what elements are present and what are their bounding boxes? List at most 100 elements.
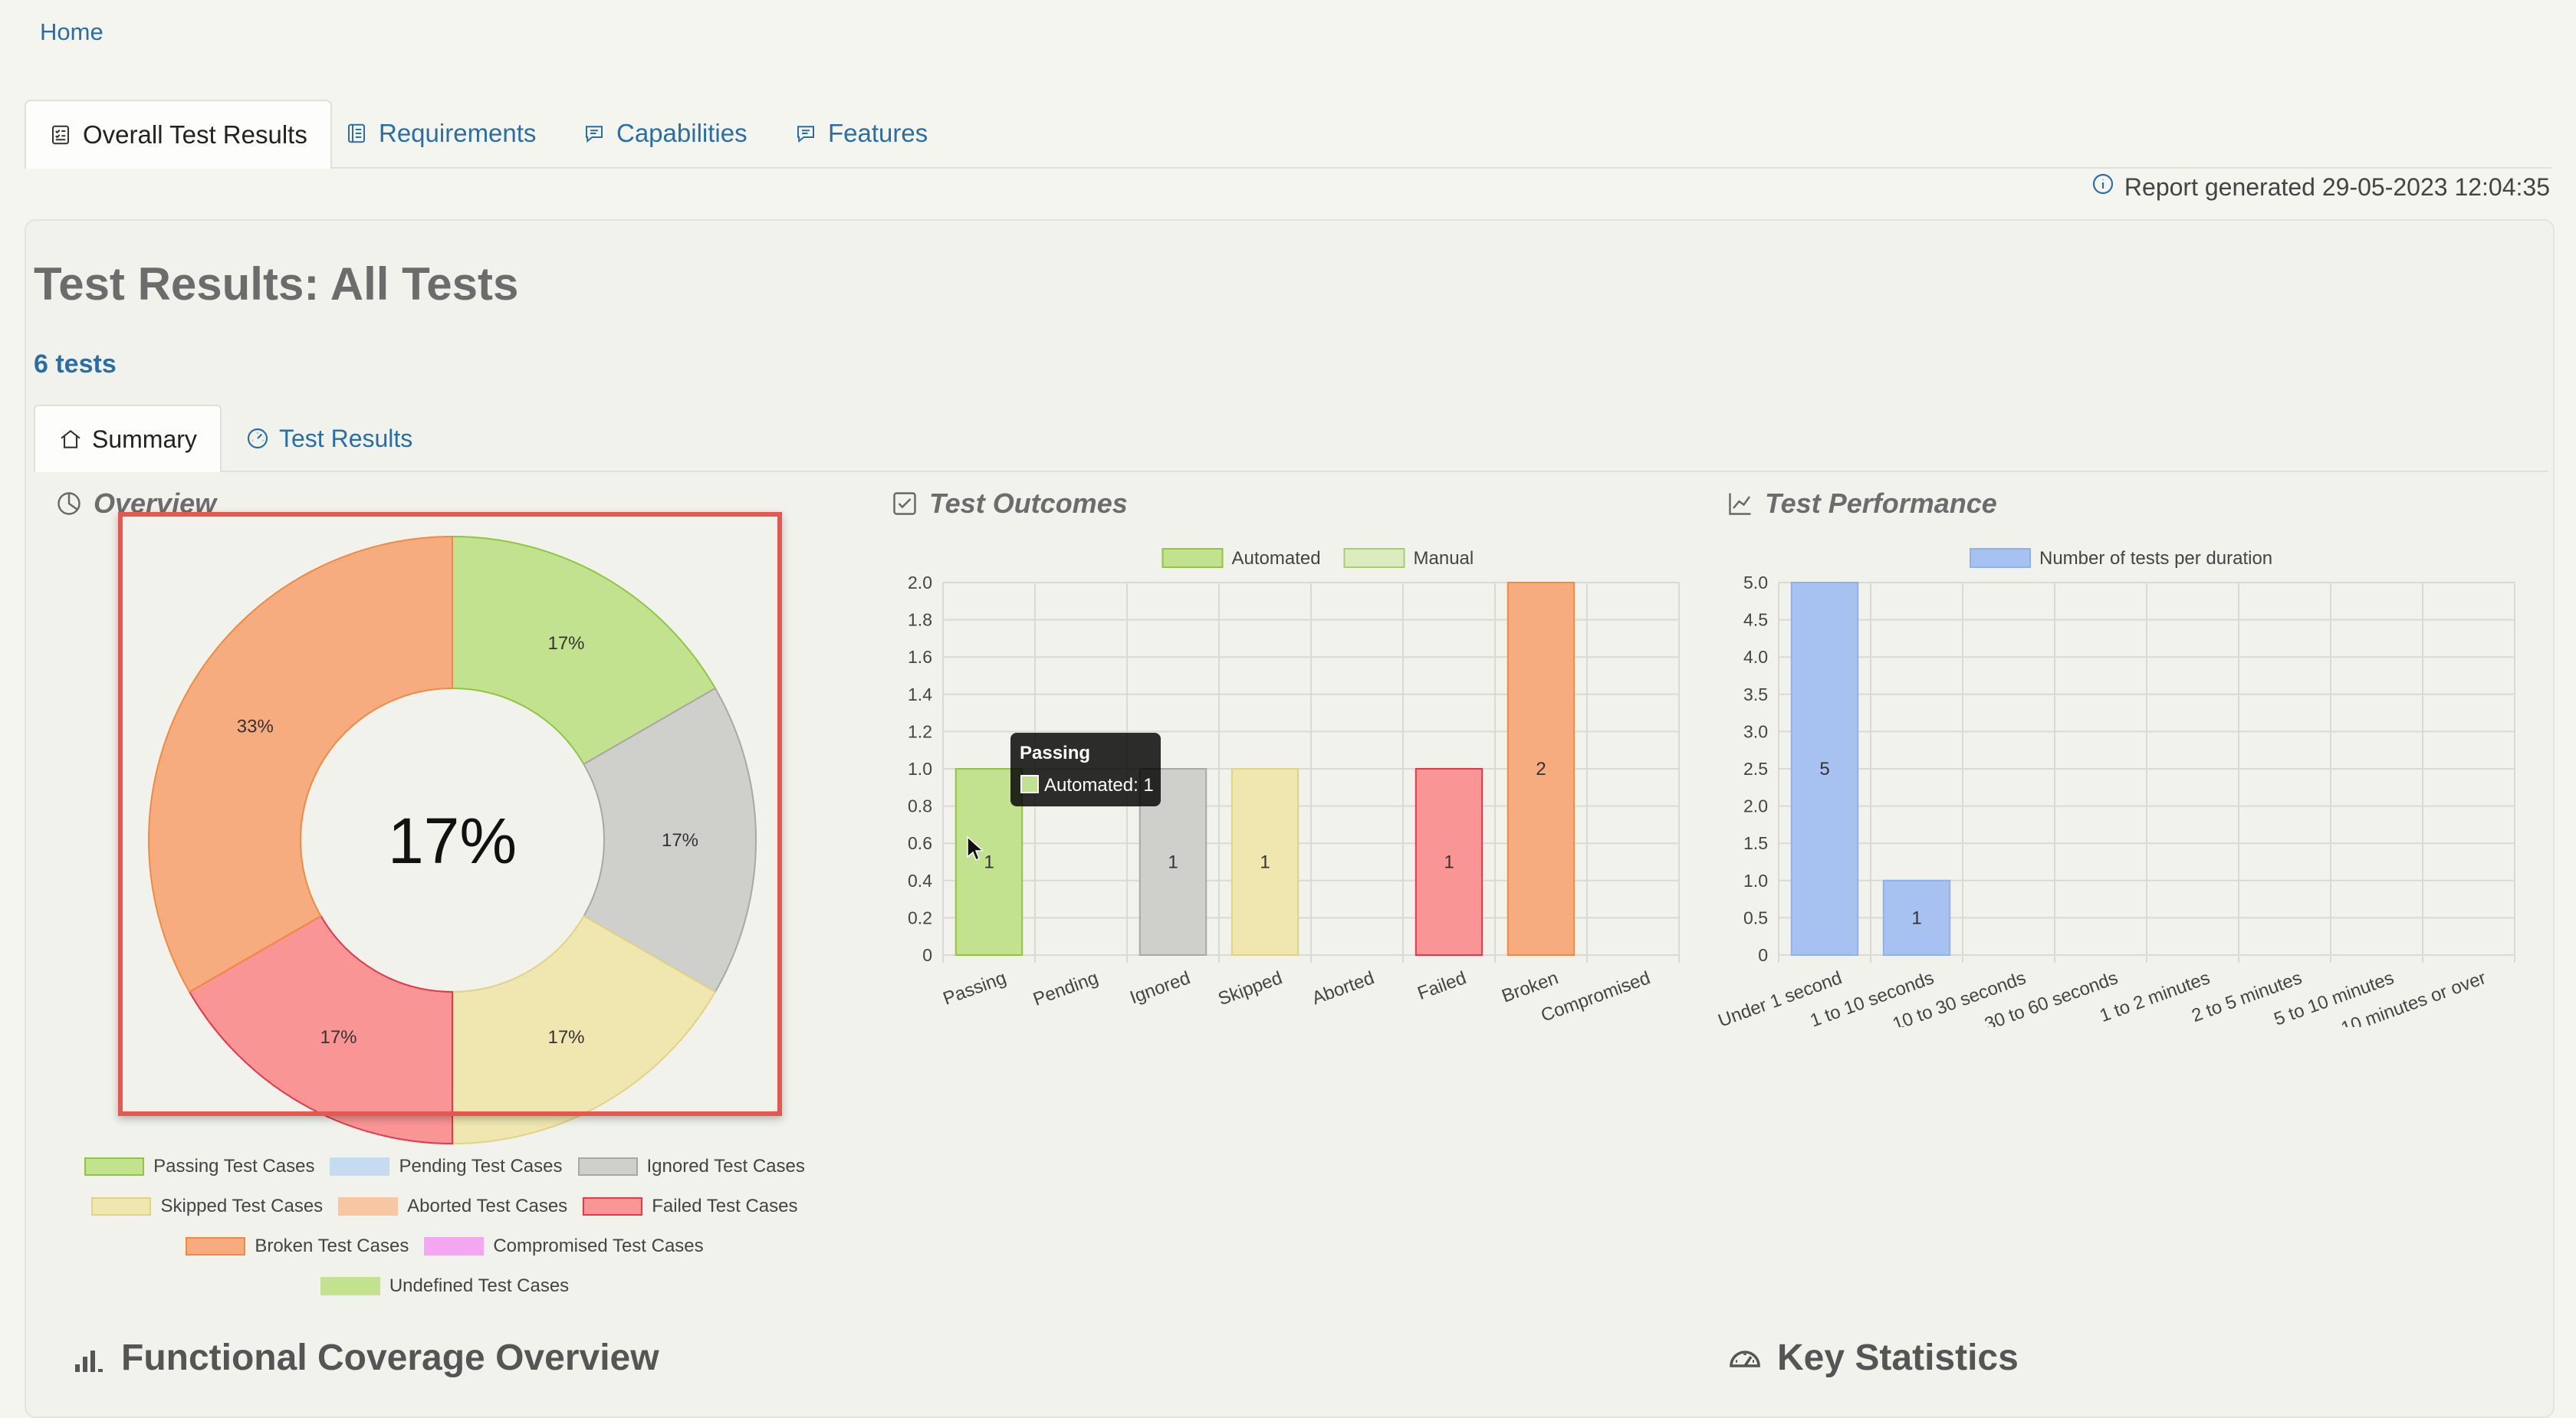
test-count-link[interactable]: 6 tests [34, 350, 117, 379]
legend-label: Failed Test Cases [652, 1196, 798, 1216]
key-statistics-heading: Key Statistics [1727, 1337, 2019, 1379]
functional-coverage-heading: Functional Coverage Overview [71, 1337, 659, 1379]
y-tick-label: 2.0 [908, 573, 932, 592]
bar [1882, 879, 1951, 956]
legend-row: Passing Test Cases Pending Test Cases Igno… [61, 1150, 828, 1190]
test-performance-chart: Number of tests per duration 0 0.5 1.0 1.5 2.… [1717, 548, 2515, 1027]
info-icon [2091, 172, 2115, 202]
test-outcomes-title: Test Outcomes [929, 487, 1128, 519]
x-tick-label: Passing [941, 967, 1009, 1009]
legend-label: Ignored Test Cases [646, 1156, 805, 1177]
test-outcomes-heading: Test Outcomes [891, 487, 1128, 520]
bar-data-label: 5 [1819, 759, 1829, 780]
legend-label: Passing Test Cases [153, 1156, 315, 1177]
speech-bubble-icon [583, 122, 606, 145]
y-tick-label: 2.5 [1743, 759, 1768, 779]
y-tick-label: 2.0 [1743, 796, 1768, 816]
legend-item[interactable]: Aborted Test Cases [338, 1190, 567, 1223]
y-tick-label: 0.2 [908, 908, 932, 927]
legend-swatch [91, 1197, 152, 1216]
breadcrumb-home-link[interactable]: Home [40, 18, 104, 45]
donut-slice [188, 914, 453, 1145]
legend-item[interactable]: Broken Test Cases [186, 1229, 409, 1263]
selection-highlight-box [118, 512, 782, 1116]
bar-data-label: 1 [984, 852, 994, 873]
legend-item[interactable]: Ignored Test Cases [577, 1150, 805, 1183]
donut-slice-label: 17% [547, 1027, 584, 1048]
tab-capabilities[interactable]: Capabilities [560, 100, 770, 167]
legend-swatch [1162, 548, 1224, 568]
donut-slice-label: 17% [662, 830, 698, 851]
checkbox-icon [891, 490, 918, 517]
tab-requirements[interactable]: Requirements [322, 100, 559, 167]
pie-chart-icon [55, 490, 83, 517]
y-tick-label: 1.0 [1743, 871, 1768, 891]
tab-features[interactable]: Features [771, 100, 951, 167]
x-tick-label: Skipped [1215, 967, 1285, 1009]
bar-data-label: 2 [1536, 759, 1546, 780]
tab-label: Overall Test Results [83, 120, 307, 149]
tab-overall-test-results[interactable]: Overall Test Results [25, 100, 332, 169]
book-icon [345, 122, 368, 145]
legend-swatch [1343, 548, 1405, 568]
line-chart-icon [1727, 490, 1754, 517]
bar-chart-icon [71, 1340, 107, 1377]
legend-swatch [84, 1157, 145, 1176]
overview-legend: Passing Test Cases Pending Test Cases Igno… [61, 1150, 828, 1309]
legend-swatch [186, 1237, 246, 1256]
tab-label: Requirements [379, 119, 537, 147]
legend-row: Broken Test Cases Compromised Test Cases [61, 1229, 828, 1269]
test-performance-heading: Test Performance [1727, 487, 1997, 520]
legend-swatch [330, 1157, 390, 1176]
y-tick-label: 0 [1758, 945, 1768, 965]
x-tick-label: Pending [1030, 967, 1101, 1009]
bar [1230, 768, 1300, 956]
test-outcomes-chart: Automated Manual 0 0.2 0.4 0.6 0.8 1.0 1.2 1.4 1.6… [908, 548, 1680, 1026]
legend-item[interactable]: Passing Test Cases [84, 1150, 314, 1183]
y-tick-label: 1.8 [908, 610, 932, 630]
tab-label: Capabilities [616, 119, 748, 147]
legend-item[interactable]: Compromised Test Cases [424, 1229, 704, 1263]
y-tick-label: 0.4 [908, 871, 932, 891]
tooltip-swatch [1020, 775, 1039, 793]
mouse-cursor-icon [967, 835, 983, 862]
overview-donut-chart: 17% 17% 17% 17% 33% 17% [148, 535, 757, 1145]
y-tick-label: 0.5 [1743, 908, 1768, 927]
tab-label: Summary [92, 425, 197, 453]
speedometer-icon [1727, 1340, 1763, 1377]
legend-item[interactable]: Skipped Test Cases [91, 1190, 323, 1223]
y-tick-label: 1.2 [908, 721, 932, 741]
legend-label: Manual [1414, 548, 1474, 569]
y-tick-label: 1.4 [908, 684, 932, 704]
y-tick-label: 0 [922, 945, 932, 965]
donut-slice [452, 535, 717, 766]
tab-test-results[interactable]: Test Results [222, 405, 435, 472]
legend-label: Pending Test Cases [399, 1156, 563, 1177]
bar-data-label: 1 [1168, 852, 1178, 873]
tab-label: Features [828, 119, 928, 147]
donut-slice [452, 914, 717, 1145]
x-tick-label: Failed [1414, 967, 1469, 1004]
donut-slice-label: 17% [320, 1027, 356, 1048]
x-tick-label: Ignored [1127, 967, 1193, 1008]
legend-swatch [577, 1157, 638, 1176]
y-tick-label: 0.6 [908, 833, 932, 853]
legend-swatch [338, 1197, 399, 1216]
legend-item[interactable]: Failed Test Cases [583, 1190, 798, 1223]
bar [1506, 582, 1576, 956]
legend-item[interactable]: Undefined Test Cases [320, 1269, 569, 1303]
donut-slice [583, 687, 757, 993]
test-performance-title: Test Performance [1765, 487, 1997, 519]
tab-label: Test Results [279, 424, 413, 452]
legend-label: Compromised Test Cases [493, 1236, 704, 1256]
donut-slice-label: 17% [547, 633, 584, 654]
bar-data-label: 1 [1911, 908, 1921, 928]
donut-center-label: 17% [388, 805, 517, 877]
checklist-icon [49, 123, 72, 146]
legend-swatch [320, 1277, 380, 1295]
tab-summary[interactable]: Summary [34, 405, 222, 472]
tooltip-box [1010, 733, 1161, 806]
legend-item[interactable]: Pending Test Cases [330, 1150, 563, 1183]
legend-swatch [583, 1197, 643, 1216]
bar-data-label: 1 [1260, 852, 1270, 873]
